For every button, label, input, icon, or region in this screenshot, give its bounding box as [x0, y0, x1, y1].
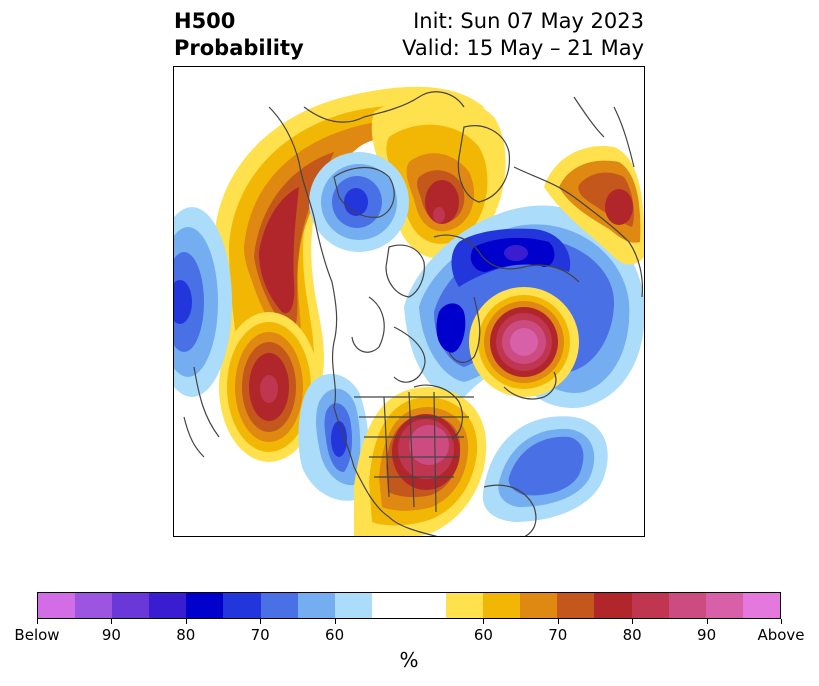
init-date-label: Init: Sun 07 May 2023 — [413, 9, 644, 33]
colorbar-segment — [112, 593, 150, 618]
colorbar-tick-label: Below — [14, 626, 60, 644]
title-line-1: H500 — [174, 9, 236, 33]
colorbar-segment — [38, 593, 76, 618]
colorbar-tick-label: 70 — [548, 626, 568, 644]
colorbar-segment — [149, 593, 187, 618]
colorbar-segment — [371, 593, 447, 618]
anomaly-below-west-pacific — [174, 207, 232, 397]
colorbar-tick-mark — [185, 619, 187, 624]
chart-title-variable: H500 Probability — [174, 8, 304, 62]
colorbar-tick-mark — [483, 619, 485, 624]
colorbar-tick-mark — [632, 619, 634, 624]
colorbar-segment — [520, 593, 558, 618]
colorbar-segment — [668, 593, 706, 618]
title-line-2: Probability — [174, 36, 304, 60]
anomaly-above-eastern-us — [354, 387, 487, 536]
colorbar-segment — [186, 593, 224, 618]
colorbar-tick-label: Above — [757, 626, 805, 644]
coastlines — [183, 91, 644, 536]
colorbar-tick-label: 70 — [250, 626, 270, 644]
anomaly-below-north-atlantic — [482, 416, 608, 522]
colorbar-segment — [742, 593, 780, 618]
map-canvas — [174, 86, 644, 536]
colorbar-segment — [705, 593, 743, 618]
colorbar-tick-label: 60 — [473, 626, 493, 644]
colorbar-tick-label: 90 — [697, 626, 717, 644]
anomaly-above-east-asia — [544, 146, 644, 265]
colorbar-tick-mark — [706, 619, 708, 624]
probability-colorbar — [37, 592, 781, 619]
colorbar-tick-mark — [260, 619, 262, 624]
colorbar-segment — [260, 593, 298, 618]
chart-title-dates: Init: Sun 07 May 2023 Valid: 15 May – 21… — [402, 8, 644, 62]
colorbar-tick-mark — [557, 619, 559, 624]
anomaly-below-northwest-canada — [309, 152, 409, 252]
colorbar-segment — [594, 593, 632, 618]
colorbar-tick-mark — [111, 619, 113, 624]
colorbar-tick-mark — [781, 619, 782, 624]
colorbar-segment — [483, 593, 521, 618]
colorbar-tick-label: 90 — [101, 626, 121, 644]
colorbar-tick-mark — [334, 619, 336, 624]
anomaly-above-europe — [469, 287, 579, 397]
colorbar-tick-label: 80 — [176, 626, 196, 644]
valid-period-label: Valid: 15 May – 21 May — [402, 36, 644, 60]
colorbar-segment — [297, 593, 335, 618]
colorbar-segment — [446, 593, 484, 618]
colorbar-tick-label: 80 — [622, 626, 642, 644]
probability-map — [173, 66, 645, 537]
anomaly-below-western-us — [298, 373, 370, 501]
colorbar-tick-mark — [37, 619, 38, 624]
colorbar-tick-label: 60 — [325, 626, 345, 644]
colorbar-segment — [631, 593, 669, 618]
colorbar-segment — [75, 593, 113, 618]
colorbar-unit-label: % — [399, 648, 419, 672]
colorbar-segment — [223, 593, 261, 618]
colorbar-segment — [557, 593, 595, 618]
anomaly-above-central-pacific — [219, 312, 319, 462]
colorbar-segment — [334, 593, 372, 618]
